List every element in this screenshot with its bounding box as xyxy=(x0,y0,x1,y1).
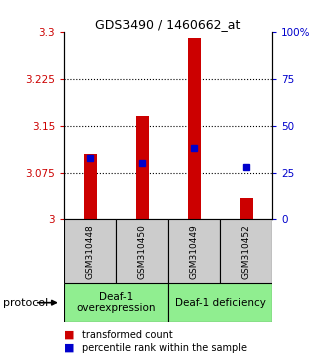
Text: GSM310449: GSM310449 xyxy=(189,224,198,279)
Text: protocol: protocol xyxy=(3,298,48,308)
Text: GSM310452: GSM310452 xyxy=(242,224,251,279)
Bar xyxy=(64,219,116,283)
Text: GSM310448: GSM310448 xyxy=(85,224,94,279)
Text: Deaf-1
overexpression: Deaf-1 overexpression xyxy=(76,292,156,314)
Bar xyxy=(220,219,272,283)
Text: transformed count: transformed count xyxy=(82,330,172,339)
Text: ■: ■ xyxy=(64,330,78,339)
Bar xyxy=(188,38,201,219)
Bar xyxy=(135,116,148,219)
Bar xyxy=(168,219,220,283)
Text: Deaf-1 deficiency: Deaf-1 deficiency xyxy=(175,298,265,308)
Text: GSM310450: GSM310450 xyxy=(138,224,147,279)
Title: GDS3490 / 1460662_at: GDS3490 / 1460662_at xyxy=(95,18,241,31)
Bar xyxy=(239,198,252,219)
Bar xyxy=(116,219,168,283)
Bar xyxy=(84,154,97,219)
Bar xyxy=(168,283,272,322)
Bar xyxy=(64,283,168,322)
Text: ■: ■ xyxy=(64,343,78,353)
Text: percentile rank within the sample: percentile rank within the sample xyxy=(82,343,247,353)
